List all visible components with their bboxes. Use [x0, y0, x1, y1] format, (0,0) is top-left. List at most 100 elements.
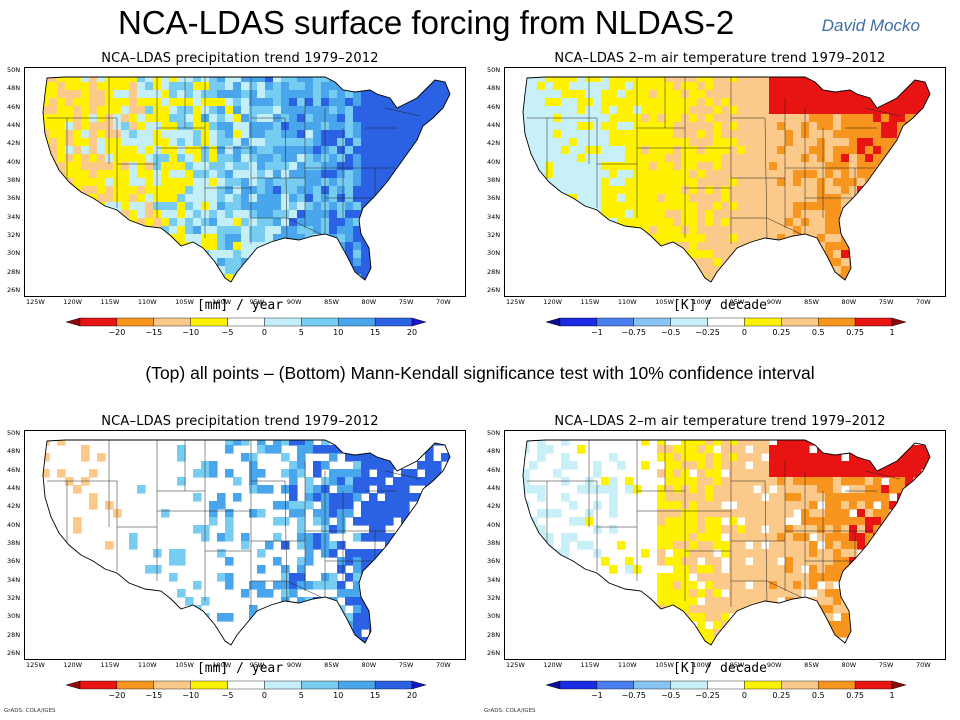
longitude-tick-label: 85W	[324, 661, 339, 669]
latitude-tick-label: 42N	[487, 502, 501, 511]
state-boundaries	[47, 77, 421, 244]
longitude-tick-label: 105W	[175, 298, 194, 306]
longitude-tick-label: 95W	[249, 661, 265, 669]
latitude-tick-label: 28N	[487, 267, 501, 276]
colorbar-tick-label: −20	[108, 691, 126, 700]
colorbar-tick-label: 0	[261, 691, 267, 700]
country-outline	[42, 76, 451, 283]
colorbar-tick-label: −0.25	[695, 691, 720, 700]
longitude-tick-label: 105W	[175, 661, 194, 669]
colorbar-swatch	[79, 680, 118, 690]
map-canvas	[522, 439, 931, 646]
latitude-tick-label: 32N	[487, 594, 501, 602]
latitude-tick-label: 32N	[7, 231, 21, 239]
country-outline	[522, 439, 931, 646]
colorbar-tick-label: −5	[221, 328, 234, 337]
longitude-tick-label: 70W	[916, 661, 931, 669]
latitude-tick-label: 48N	[7, 84, 21, 93]
state-boundaries	[527, 440, 901, 607]
latitude-tick-label: 36N	[7, 194, 21, 203]
panel-title: NCA–LDAS precipitation trend 1979–2012	[101, 414, 379, 429]
state-boundaries	[47, 440, 421, 607]
colorbar-swatch	[153, 680, 191, 690]
latitude-tick-label: 30N	[7, 612, 21, 621]
trend-field	[43, 440, 450, 645]
colorbar-tick-label: 10	[333, 691, 344, 700]
colorbar-swatch	[559, 680, 598, 690]
longitude-tick-label: 115W	[100, 298, 120, 306]
colorbar-tick-label: 0.5	[811, 328, 825, 337]
longitude-tick-label: 90W	[286, 298, 302, 306]
colorbar-swatch	[66, 680, 81, 690]
latitude-tick-label: 46N	[7, 465, 21, 474]
colorbar-tick-label: −1	[590, 328, 603, 337]
latitude-tick-label: 32N	[487, 231, 501, 239]
colorbar-tick-label: 0.25	[772, 328, 791, 337]
longitude-tick-label: 70W	[436, 298, 451, 306]
colorbar-tick-label: 20	[406, 691, 418, 700]
latitude-tick-label: 30N	[487, 249, 501, 258]
colorbar-tick-label: −5	[221, 691, 234, 700]
colorbar-tick-label: −15	[145, 691, 163, 700]
colorbar-tick-label: 0.75	[846, 328, 865, 337]
colorbar-swatch	[374, 680, 413, 690]
latitude-tick-label: 26N	[487, 286, 501, 294]
latitude-tick-label: 38N	[487, 539, 501, 547]
latitude-tick-label: 26N	[7, 649, 21, 657]
colorbar: −1 −0.75 −0.5 −0.25 0 0.25 0.5 0.75 1	[546, 317, 906, 339]
colorbar-swatch	[781, 680, 819, 690]
colorbar-tick-label: 15	[370, 328, 381, 337]
map-panel-temp-all: NCA–LDAS 2–m air temperature trend 1979–…	[480, 45, 960, 357]
longitude-tick-label: 90W	[286, 661, 302, 669]
latitude-tick-label: 38N	[7, 539, 21, 547]
map-frame	[24, 67, 466, 297]
colorbar-swatch	[818, 317, 856, 327]
longitude-tick-label: 120W	[63, 661, 83, 669]
colorbar-swatch	[264, 680, 302, 690]
country-outline	[42, 439, 451, 646]
longitude-tick-label: 110W	[137, 661, 157, 669]
colorbar-swatch	[633, 680, 671, 690]
latitude-tick-label: 48N	[487, 84, 501, 93]
colorbar-swatch	[153, 317, 191, 327]
colorbar-swatch	[66, 317, 81, 327]
latitude-tick-label: 32N	[7, 594, 21, 602]
latitude-tick-label: 50N	[487, 429, 501, 437]
longitude-tick-label: 95W	[249, 298, 265, 306]
map-panel-temp-sig: NCA–LDAS 2–m air temperature trend 1979–…	[480, 408, 960, 720]
colorbar-tick-label: 15	[370, 691, 381, 700]
colorbar-tick-label: −10	[182, 691, 200, 700]
panel-title: NCA–LDAS 2–m air temperature trend 1979–…	[554, 414, 886, 429]
latitude-tick-label: 48N	[487, 447, 501, 456]
colorbar-swatch	[338, 680, 376, 690]
latitude-tick-label: 36N	[487, 194, 501, 203]
colorbar-swatch	[190, 680, 228, 690]
latitude-tick-label: 42N	[487, 139, 501, 148]
longitude-tick-label: 100W	[692, 298, 712, 306]
colorbar-tick-label: −0.75	[621, 328, 647, 337]
longitude-tick-label: 90W	[766, 661, 782, 669]
latitude-tick-label: 40N	[7, 520, 21, 529]
map-frame	[504, 430, 946, 660]
colorbar-swatch	[559, 317, 598, 327]
longitude-tick-label: 115W	[580, 661, 600, 669]
colorbar-tick-label: −0.25	[695, 328, 720, 337]
longitude-tick-label: 115W	[100, 661, 120, 669]
colorbar-swatch	[546, 680, 561, 690]
longitude-tick-label: 125W	[506, 661, 525, 669]
units-label: [K] / decade	[673, 298, 767, 313]
colorbar: −20 −15 −10 −5 0 5 10 15 20	[66, 317, 426, 339]
colorbar-swatch	[891, 680, 906, 690]
colorbar-tick-label: −1	[590, 691, 603, 700]
colorbar-tick-label: 0.25	[772, 691, 791, 700]
latitude-tick-label: 34N	[7, 212, 21, 221]
map-panel-precip-sig: NCA–LDAS precipitation trend 1979–2012 5 0…	[0, 408, 480, 720]
latitude-tick-label: 40N	[7, 157, 21, 166]
longitude-tick-label: 85W	[804, 298, 819, 306]
longitude-tick-label: 95W	[729, 298, 745, 306]
colorbar-swatch	[744, 317, 782, 327]
colorbar-tick-label: 5	[298, 691, 304, 700]
longitude-tick-label: 120W	[63, 298, 83, 306]
colorbar-swatch	[854, 317, 893, 327]
colorbar-swatch	[633, 317, 671, 327]
